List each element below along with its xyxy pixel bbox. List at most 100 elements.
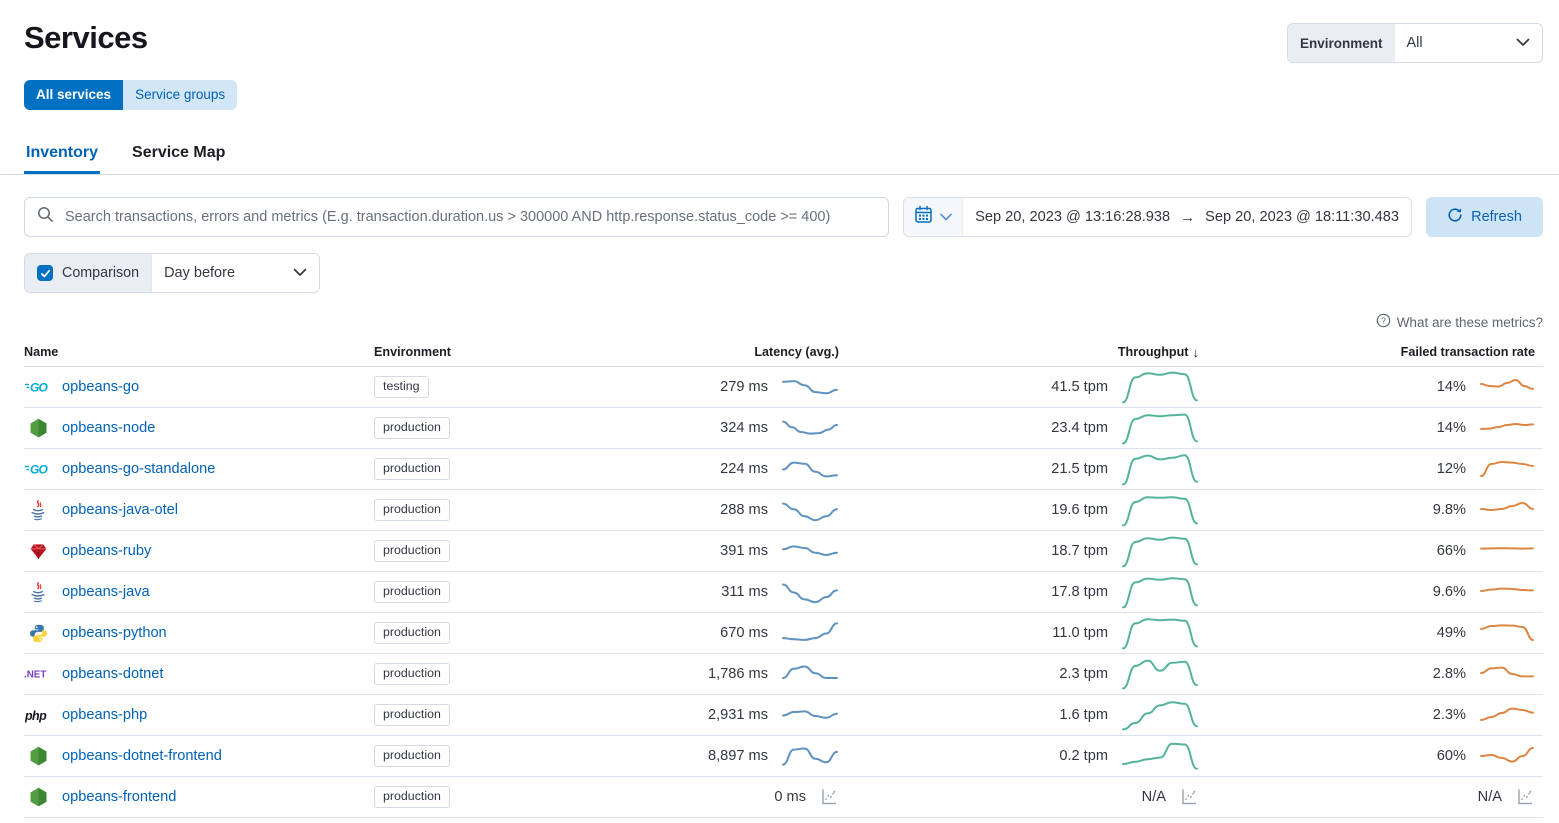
throughput-value: 11.0 tpm <box>1052 625 1108 641</box>
refresh-icon <box>1447 207 1463 227</box>
column-header-name[interactable]: Name <box>24 345 374 359</box>
latency-value: 8,897 ms <box>708 748 768 764</box>
environment-select[interactable]: All <box>1395 24 1542 62</box>
column-header-latency[interactable]: Latency (avg.) <box>674 345 851 359</box>
throughput-value: 41.5 tpm <box>1051 379 1108 395</box>
tab-service-map[interactable]: Service Map <box>130 136 227 174</box>
failed-rate-value: 12% <box>1437 461 1466 477</box>
latency-sparkline <box>781 743 839 770</box>
ruby-agent-icon <box>24 542 52 561</box>
column-header-environment[interactable]: Environment <box>374 345 674 359</box>
failed-rate-sparkline <box>1479 621 1535 645</box>
all-services-button[interactable]: All services <box>24 80 123 110</box>
search-icon <box>37 206 54 228</box>
comparison-checkbox[interactable] <box>37 265 53 281</box>
failed-rate-sparkline <box>1479 744 1535 768</box>
php-agent-icon: php <box>24 708 52 723</box>
question-circle-icon: ? <box>1376 313 1391 331</box>
service-link[interactable]: opbeans-python <box>62 625 167 641</box>
java-agent-icon <box>24 582 52 603</box>
table-header-row: Name Environment Latency (avg.) Throughp… <box>24 338 1543 367</box>
date-range-picker: Sep 20, 2023 @ 13:16:28.938 → Sep 20, 20… <box>903 197 1412 237</box>
failed-rate-value: 9.6% <box>1433 584 1466 600</box>
environment-badge: production <box>374 622 450 644</box>
latency-sparkline <box>781 456 839 483</box>
service-link[interactable]: opbeans-go <box>62 379 139 395</box>
search-input[interactable] <box>63 208 876 226</box>
latency-sparkline <box>781 497 839 524</box>
latency-sparkline <box>781 702 839 729</box>
refresh-button[interactable]: Refresh <box>1426 197 1543 237</box>
java-agent-icon <box>24 500 52 521</box>
environment-badge: production <box>374 786 450 808</box>
comparison-select-value: Day before <box>164 265 235 281</box>
python-agent-icon <box>24 624 52 643</box>
latency-value: 288 ms <box>720 502 768 518</box>
tab-inventory[interactable]: Inventory <box>24 136 100 174</box>
throughput-value: 18.7 tpm <box>1051 543 1108 559</box>
throughput-sparkline <box>1121 451 1199 487</box>
chevron-down-icon <box>940 208 952 226</box>
service-link[interactable]: opbeans-go-standalone <box>62 461 215 477</box>
table-row: opbeans-frontend production 0 ms N/A N/A <box>24 777 1543 818</box>
latency-sparkline <box>819 787 839 807</box>
service-link[interactable]: opbeans-frontend <box>62 789 176 805</box>
failed-rate-sparkline <box>1479 703 1535 727</box>
service-link[interactable]: opbeans-java-otel <box>62 502 178 518</box>
service-link[interactable]: opbeans-node <box>62 420 155 436</box>
search-box <box>24 197 889 237</box>
comparison-select[interactable]: Day before <box>151 254 319 292</box>
throughput-sparkline <box>1179 787 1199 807</box>
service-link[interactable]: opbeans-dotnet-frontend <box>62 748 222 764</box>
service-link[interactable]: opbeans-java <box>62 584 150 600</box>
table-row: opbeans-node production 324 ms 23.4 tpm … <box>24 408 1543 449</box>
node-agent-icon <box>24 787 52 808</box>
service-link[interactable]: opbeans-dotnet <box>62 666 163 682</box>
metrics-help-link[interactable]: What are these metrics? <box>1397 315 1543 330</box>
failed-rate-value: 14% <box>1437 379 1466 395</box>
latency-sparkline <box>781 538 839 565</box>
chevron-down-icon <box>293 265 307 281</box>
comparison-label: Comparison <box>62 265 139 281</box>
date-range-start[interactable]: Sep 20, 2023 @ 13:16:28.938 <box>975 209 1170 225</box>
column-header-throughput[interactable]: Throughput ↓ <box>851 345 1211 360</box>
table-row: opbeans-java production 311 ms 17.8 tpm … <box>24 572 1543 613</box>
latency-value: 279 ms <box>720 379 768 395</box>
node-agent-icon <box>24 746 52 767</box>
failed-rate-value: N/A <box>1478 789 1502 805</box>
latency-sparkline <box>781 579 839 606</box>
environment-select-value: All <box>1407 35 1423 51</box>
throughput-sparkline <box>1121 738 1199 774</box>
latency-value: 324 ms <box>720 420 768 436</box>
service-link[interactable]: opbeans-ruby <box>62 543 151 559</box>
services-table: Name Environment Latency (avg.) Throughp… <box>24 338 1543 818</box>
chevron-down-icon <box>1516 35 1530 51</box>
throughput-sparkline <box>1121 656 1199 692</box>
no-data-chart-icon <box>1515 787 1535 807</box>
table-row: GO opbeans-go-standalone production 224 … <box>24 449 1543 490</box>
column-header-failed-rate[interactable]: Failed transaction rate <box>1211 345 1543 359</box>
services-toggle-group: All services Service groups <box>24 80 237 110</box>
throughput-sparkline <box>1121 410 1199 446</box>
latency-value: 311 ms <box>721 584 768 600</box>
go-agent-icon: GO <box>24 461 52 477</box>
throughput-value: 19.6 tpm <box>1051 502 1108 518</box>
service-link[interactable]: opbeans-php <box>62 707 147 723</box>
sort-desc-icon: ↓ <box>1193 345 1200 360</box>
failed-rate-value: 9.8% <box>1433 502 1466 518</box>
table-row: opbeans-dotnet-frontend production 8,897… <box>24 736 1543 777</box>
throughput-sparkline <box>1121 574 1199 610</box>
failed-rate-sparkline <box>1479 498 1535 522</box>
failed-rate-sparkline <box>1479 662 1535 686</box>
arrow-right-icon: → <box>1180 209 1195 226</box>
date-range-end[interactable]: Sep 20, 2023 @ 18:11:30.483 <box>1205 209 1399 225</box>
throughput-sparkline <box>1121 697 1199 733</box>
throughput-value: 0.2 tpm <box>1059 748 1108 764</box>
latency-value: 224 ms <box>720 461 768 477</box>
throughput-sparkline <box>1121 369 1199 405</box>
environment-badge: production <box>374 458 450 480</box>
service-groups-button[interactable]: Service groups <box>123 80 237 110</box>
failed-rate-sparkline <box>1479 416 1535 440</box>
latency-value: 2,931 ms <box>708 707 768 723</box>
date-picker-menu-button[interactable] <box>904 198 963 236</box>
